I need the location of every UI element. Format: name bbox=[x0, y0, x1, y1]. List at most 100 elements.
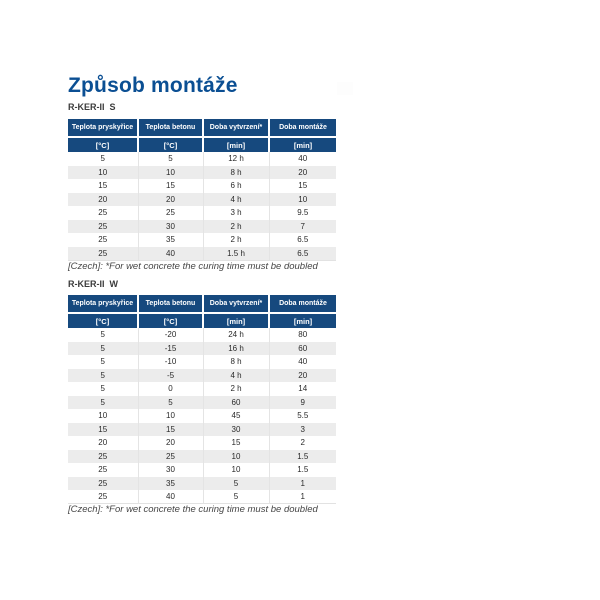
table-cell: 5 bbox=[100, 343, 105, 353]
table-cell: 2 h bbox=[202, 382, 269, 396]
table-cell: -5 bbox=[137, 368, 203, 382]
column-header: Doba vytvrzení* bbox=[202, 119, 269, 137]
table-cell: 5 bbox=[100, 330, 105, 340]
table-cell: 25 bbox=[98, 451, 108, 461]
table-cell: 0 bbox=[137, 382, 203, 396]
table-cell: 4 h bbox=[202, 192, 269, 206]
table-body: 5 5 12 h 40 10 10 8 h 20 15 15 6 h 15 20 20 4 h 10 25 25 3… bbox=[68, 152, 336, 260]
table-cell: 5 bbox=[202, 476, 269, 490]
table-cell: 12 h bbox=[202, 152, 269, 166]
table-row: 25 25 3 h 9.5 bbox=[68, 206, 336, 220]
table-cell: 60 bbox=[202, 395, 269, 409]
table-cell: 25 bbox=[98, 208, 108, 218]
unit-cell: [°C] bbox=[68, 136, 138, 152]
table-row: 25 25 10 1.5 bbox=[68, 449, 336, 463]
table-cell: 10 bbox=[137, 165, 203, 179]
table-row: 25 40 1.5 h 6.5 bbox=[68, 246, 336, 260]
table-cell: 15 bbox=[137, 422, 203, 436]
table-cell: 30 bbox=[202, 422, 269, 436]
table-cell: 7 bbox=[268, 219, 336, 233]
table-cell: 10 bbox=[202, 449, 269, 463]
table-cell: 25 bbox=[137, 206, 203, 220]
table-cell: 1.5 bbox=[268, 463, 336, 477]
table-row: 5 -10 8 h 40 bbox=[68, 355, 336, 369]
table-cell: 35 bbox=[137, 233, 203, 247]
column-header-row: Teplota pryskyřice Teplota betonu Doba vyt… bbox=[68, 295, 336, 313]
table-cell: 3 h bbox=[202, 206, 269, 220]
table-cell: 5 bbox=[100, 357, 105, 367]
table-cell: 6.5 bbox=[268, 233, 336, 247]
table-header: Teplota pryskyřice Teplota betonu Doba vyt… bbox=[68, 119, 336, 152]
column-header-row: Teplota pryskyřice Teplota betonu Doba vyt… bbox=[68, 119, 336, 137]
table-row: 20 20 15 2 bbox=[68, 436, 336, 450]
table-cell: -10 bbox=[137, 355, 203, 369]
table-cell: 8 h bbox=[202, 355, 269, 369]
column-header: Teplota betonu bbox=[137, 119, 203, 137]
unit-cell: [min] bbox=[202, 312, 269, 328]
table-cell: 25 bbox=[98, 465, 108, 475]
table-cell: 15 bbox=[98, 181, 108, 191]
table-cell: 5 bbox=[100, 384, 105, 394]
table-row: 20 20 4 h 10 bbox=[68, 192, 336, 206]
table-cell: 5 bbox=[137, 395, 203, 409]
table-row: 5 5 60 9 bbox=[68, 395, 336, 409]
table-cell: 4 h bbox=[202, 368, 269, 382]
table-row: 5 5 12 h 40 bbox=[68, 152, 336, 166]
table-cell: 25 bbox=[98, 492, 108, 501]
faint-highlight-box bbox=[337, 82, 353, 95]
table-cell: 10 bbox=[268, 192, 336, 206]
table-cell: 15 bbox=[137, 179, 203, 193]
table-cell: 25 bbox=[98, 221, 108, 231]
table-cell: 20 bbox=[137, 436, 203, 450]
table-row: 15 15 6 h 15 bbox=[68, 179, 336, 193]
curing-table-rker2-w: Teplota pryskyřice Teplota betonu Doba vyt… bbox=[68, 295, 336, 504]
table-row: 5 -20 24 h 80 bbox=[68, 328, 336, 342]
unit-cell: [min] bbox=[268, 312, 336, 328]
table-cell: 10 bbox=[202, 463, 269, 477]
unit-cell: [°C] bbox=[137, 312, 203, 328]
unit-cell: [°C] bbox=[137, 136, 203, 152]
unit-cell: [min] bbox=[268, 136, 336, 152]
column-header: Doba montáže bbox=[268, 119, 336, 137]
column-header: Teplota pryskyřice bbox=[68, 295, 138, 313]
table-row: 10 10 45 5.5 bbox=[68, 409, 336, 423]
table-cell: 25 bbox=[98, 248, 108, 258]
table-cell: 24 h bbox=[202, 328, 269, 342]
table-cell: 40 bbox=[268, 152, 336, 166]
table-row: 5 -5 4 h 20 bbox=[68, 368, 336, 382]
table-cell: 1 bbox=[268, 476, 336, 490]
table-cell: 15 bbox=[98, 424, 108, 434]
table-row: 5 -15 16 h 60 bbox=[68, 341, 336, 355]
table-cell: -20 bbox=[137, 328, 203, 342]
table-cell: 10 bbox=[98, 167, 108, 177]
table-cell: 5 bbox=[137, 152, 203, 166]
footnote-rker2-s: [Czech]: *For wet concrete the curing ti… bbox=[68, 261, 318, 272]
table-cell: 9.5 bbox=[268, 206, 336, 220]
table-cell: 9 bbox=[268, 395, 336, 409]
table-cell: 14 bbox=[268, 382, 336, 396]
table-header: Teplota pryskyřice Teplota betonu Doba vyt… bbox=[68, 295, 336, 328]
table-row: 25 35 2 h 6.5 bbox=[68, 233, 336, 247]
table-cell: 40 bbox=[137, 490, 203, 504]
table-cell: -15 bbox=[137, 341, 203, 355]
table-cell: 3 bbox=[268, 422, 336, 436]
table-body: 5 -20 24 h 80 5 -15 16 h 60 5 -10 8 h 40 5 -5 4 h 20 5 0 2… bbox=[68, 328, 336, 504]
table-cell: 30 bbox=[137, 219, 203, 233]
table-cell: 5 bbox=[202, 490, 269, 504]
page-title: Způsob montáže bbox=[68, 74, 238, 97]
table-cell: 5 bbox=[100, 397, 105, 407]
column-header: Doba vytvrzení* bbox=[202, 295, 269, 313]
table-cell: 5.5 bbox=[268, 409, 336, 423]
table-label-rker2-w: R-KER-II W bbox=[68, 279, 118, 289]
table-cell: 10 bbox=[137, 409, 203, 423]
table-cell: 40 bbox=[268, 355, 336, 369]
unit-cell: [°C] bbox=[68, 312, 138, 328]
units-row: [°C] [°C] [min] [min] bbox=[68, 312, 336, 328]
table-label-rker2-s: R-KER-II S bbox=[68, 102, 116, 112]
footnote-rker2-w: [Czech]: *For wet concrete the curing ti… bbox=[68, 504, 318, 515]
table-cell: 6.5 bbox=[268, 246, 336, 260]
curing-table-rker2-s: Teplota pryskyřice Teplota betonu Doba vyt… bbox=[68, 119, 336, 261]
